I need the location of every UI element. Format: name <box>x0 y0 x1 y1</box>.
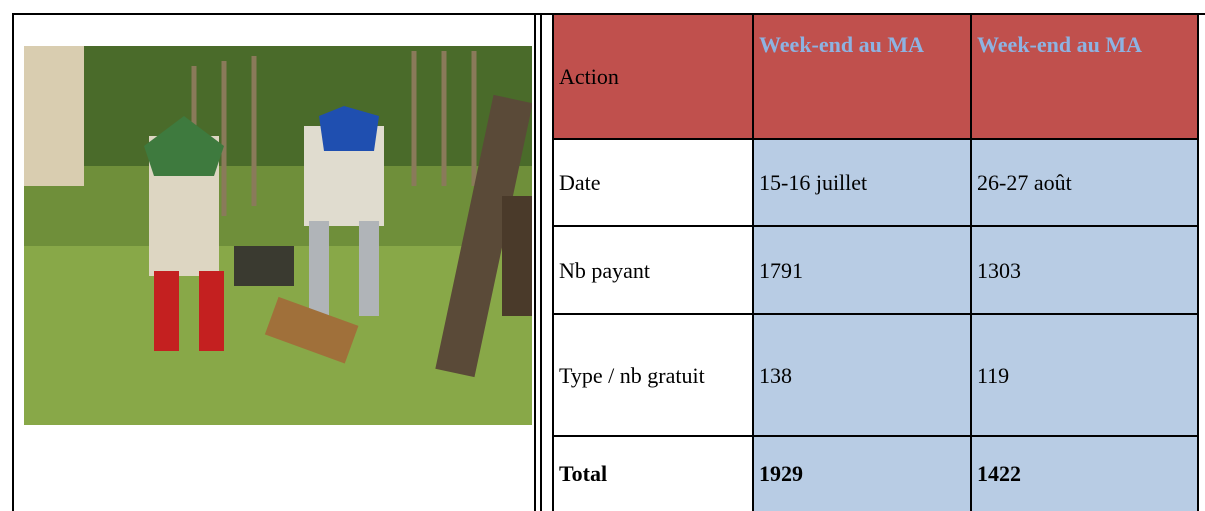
table-cell: Date <box>554 140 752 226</box>
photo <box>24 46 532 425</box>
page: Action Week-end au MA Week-end au MA Dat… <box>0 0 1205 511</box>
header-cell: Week-end au MA <box>972 15 1197 139</box>
cell-text: 1791 <box>759 259 965 282</box>
frame <box>540 13 542 511</box>
cell-text: 138 <box>759 364 965 387</box>
header-text: Week-end au MA <box>977 33 1152 56</box>
cell-text: 1422 <box>977 462 1192 485</box>
table-cell: 119 <box>972 315 1197 436</box>
table-cell: 1929 <box>754 437 970 511</box>
frame <box>534 13 536 511</box>
header-cell: Action <box>554 15 752 139</box>
table-cell: 1791 <box>754 227 970 314</box>
cell-text: Nb payant <box>559 259 747 282</box>
cell-text: Total <box>559 462 747 485</box>
header-text: Week-end au MA <box>759 33 934 56</box>
table-cell: Type / nb gratuit <box>554 315 752 436</box>
cell-text: 15-16 juillet <box>759 171 965 194</box>
table-cell: Nb payant <box>554 227 752 314</box>
cell-text: Date <box>559 171 747 194</box>
cell-text: 119 <box>977 364 1192 387</box>
table-cell: 1422 <box>972 437 1197 511</box>
frame <box>12 13 14 511</box>
cell-text: 26-27 août <box>977 171 1192 194</box>
table-cell: Total <box>554 437 752 511</box>
header-text: Action <box>559 65 747 88</box>
cell-text: 1929 <box>759 462 965 485</box>
table-cell: 26-27 août <box>972 140 1197 226</box>
cell-text: 1303 <box>977 259 1192 282</box>
table-cell: 15-16 juillet <box>754 140 970 226</box>
header-cell: Week-end au MA <box>754 15 970 139</box>
cell-text: Type / nb gratuit <box>559 364 747 387</box>
table-cell: 1303 <box>972 227 1197 314</box>
table-cell: 138 <box>754 315 970 436</box>
